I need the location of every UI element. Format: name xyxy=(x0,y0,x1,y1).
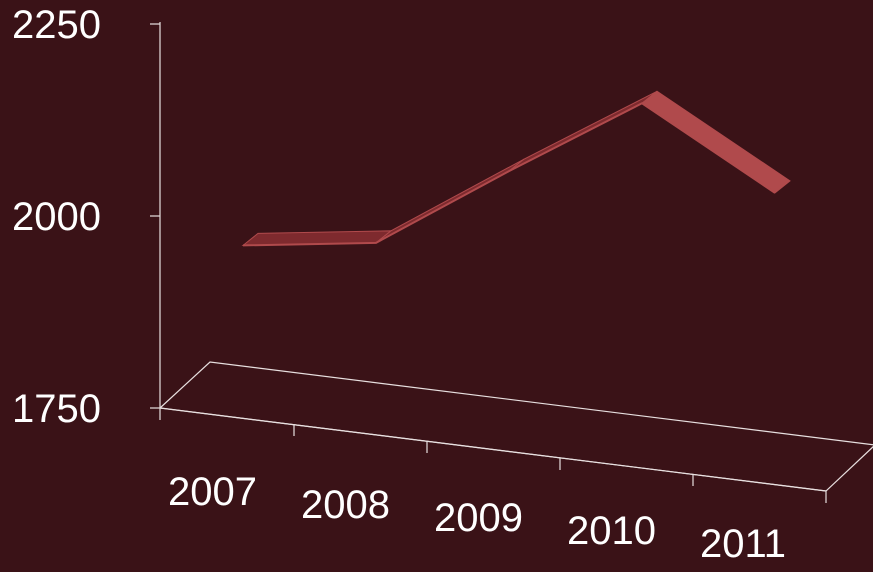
axes xyxy=(150,22,873,503)
floor-plane xyxy=(158,361,873,492)
floor-front-edge xyxy=(159,407,827,492)
x-tick-label-2009: 2009 xyxy=(434,496,523,540)
x-tick-label-2011: 2011 xyxy=(700,522,786,566)
x-tick-label-2007: 2007 xyxy=(168,470,257,514)
series-ribbon xyxy=(241,90,791,247)
series-line xyxy=(242,102,776,247)
y-tick-label-2250: 2250 xyxy=(12,3,101,47)
y-tick-label-1750: 1750 xyxy=(12,387,101,431)
y-tick-labels: 2250 2000 1750 xyxy=(12,3,101,431)
y-tick-label-2000: 2000 xyxy=(12,195,101,239)
x-tick-label-2008: 2008 xyxy=(301,483,390,527)
x-tick-label-2010: 2010 xyxy=(567,509,656,553)
ribbon-segment-2010-2011 xyxy=(641,90,791,194)
x-tick-labels: 2007 2008 2009 2010 2011 xyxy=(168,470,786,566)
